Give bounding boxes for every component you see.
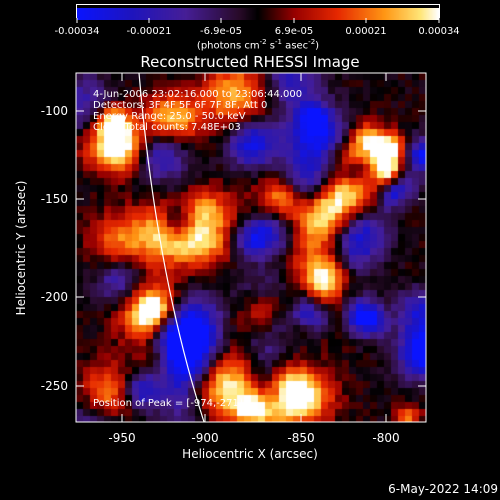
solar-limb-line xyxy=(138,73,205,422)
y-tick-label: -250 xyxy=(40,379,68,393)
colorbar xyxy=(76,4,440,20)
detectors-text: Detectors: 3F 4F 5F 6F 7F 8F, Att 0 xyxy=(93,100,268,111)
image-heatmap xyxy=(76,73,426,422)
colorbar-tick-label: 0.00021 xyxy=(345,26,387,37)
y-tick-label: -150 xyxy=(40,192,68,206)
peak-position-text: Position of Peak = [-974,-271] xyxy=(93,398,243,409)
y-tick-label: -200 xyxy=(40,290,68,304)
colorbar-tick-label: 6.9e-05 xyxy=(274,26,314,37)
colorbar-tick-label: 0.00034 xyxy=(418,26,460,37)
clean-counts-text: Clean Total counts: 7.48E+03 xyxy=(93,122,241,133)
rhessi-image: 4-Jun-2006 23:02:16.000 to 23:06:44.000 … xyxy=(76,73,426,422)
colorbar-units: (photons cm-2 s-1 asec-2) xyxy=(196,38,320,52)
x-tick-label: -800 xyxy=(372,431,400,445)
limb-overlay xyxy=(138,73,205,422)
date-stamp: 6-May-2022 14:09 xyxy=(388,482,498,496)
x-tick-label: -950 xyxy=(108,431,136,445)
x-tick-label: -850 xyxy=(287,431,315,445)
colorbar-tick-label: -0.00021 xyxy=(126,26,172,37)
colorbar-tick-label: -6.9e-05 xyxy=(200,26,242,37)
x-tick-label: -900 xyxy=(191,431,219,445)
time-range-text: 4-Jun-2006 23:02:16.000 to 23:06:44.000 xyxy=(93,89,303,100)
y-axis-label: Heliocentric Y (arcsec) xyxy=(14,180,28,316)
energy-range-text: Energy Range: 25.0 - 50.0 keV xyxy=(93,111,246,122)
y-tick-label: -100 xyxy=(40,104,68,118)
x-axis-label: Heliocentric X (arcsec) xyxy=(182,447,318,461)
colorbar-ticks xyxy=(76,18,440,23)
plot-title: Reconstructed RHESSI Image xyxy=(140,53,360,71)
colorbar-gradient xyxy=(77,8,439,20)
colorbar-tick-label: -0.00034 xyxy=(54,26,100,37)
